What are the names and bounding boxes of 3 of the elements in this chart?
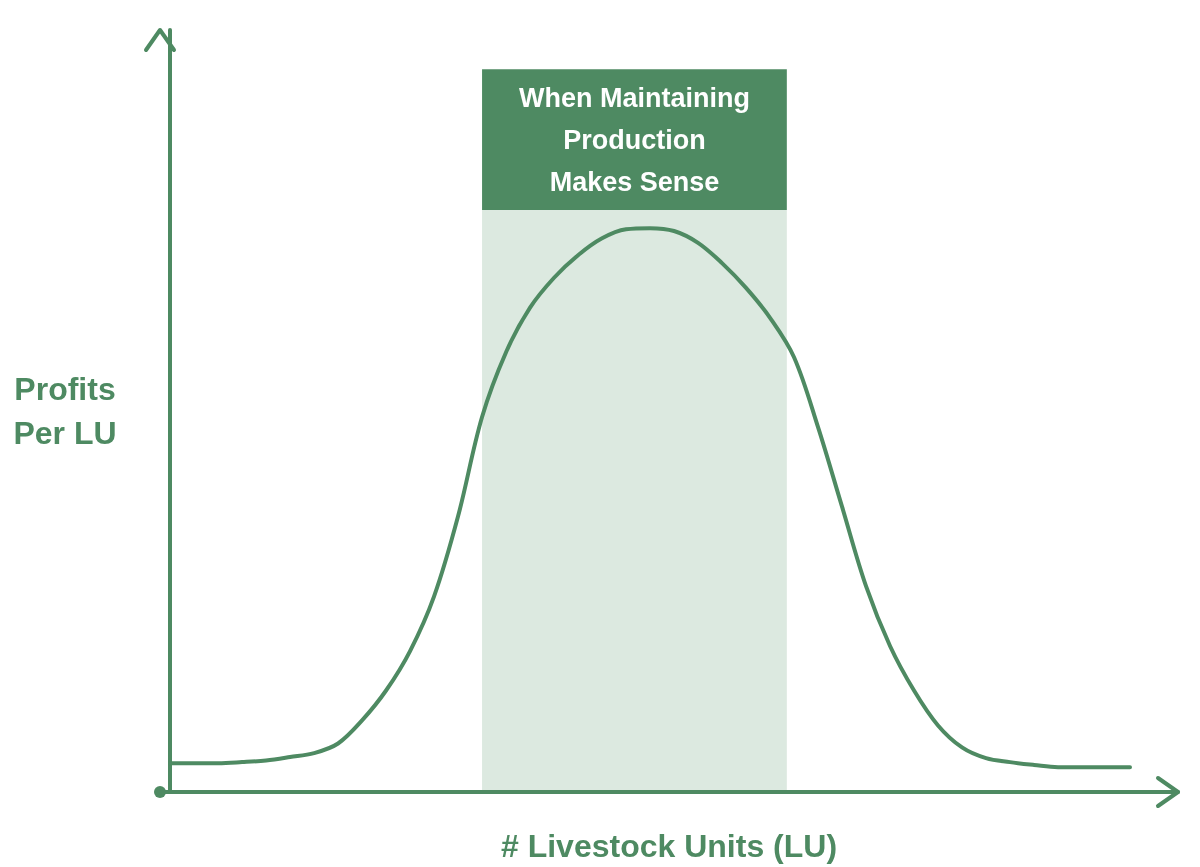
x-axis-title: # Livestock Units (LU) xyxy=(500,828,838,864)
y-axis-title: Profits Per LU xyxy=(13,371,117,451)
text: When Maintaining Production Makes Sense xyxy=(518,82,750,197)
